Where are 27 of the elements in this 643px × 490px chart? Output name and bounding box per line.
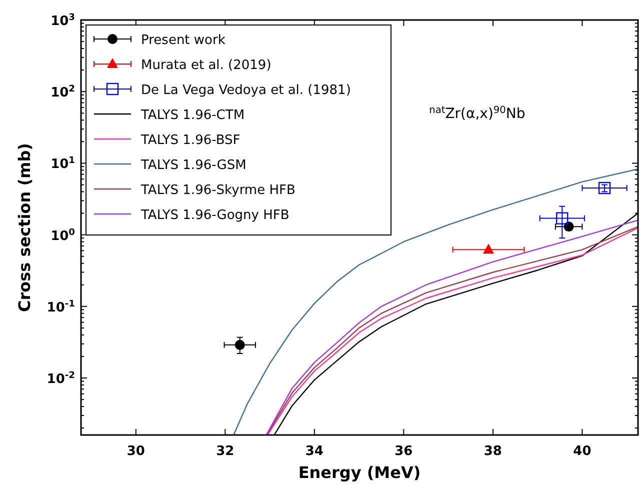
annotation: $^{nat}$Zr(α,x)$^{90}$Nb xyxy=(429,104,526,122)
y-tick-label: 10$^{3}$ xyxy=(50,13,75,29)
x-tick-label: 30 xyxy=(126,444,145,459)
x-tick-label: 32 xyxy=(216,444,234,459)
y-tick-label: 10$^{-2}$ xyxy=(46,371,75,388)
point xyxy=(482,244,494,254)
legend-label: Present work xyxy=(141,33,226,48)
y-tick-label: 10$^{2}$ xyxy=(50,84,75,101)
legend-label: Murata et al. (2019) xyxy=(141,58,272,73)
x-tick-label: 40 xyxy=(573,444,592,459)
y-axis-title: Cross section (mb) xyxy=(15,143,34,312)
point xyxy=(598,182,611,194)
y-tick-label: 10$^{1}$ xyxy=(50,156,75,172)
point xyxy=(234,340,245,350)
legend-label: De La Vega Vedoya et al. (1981) xyxy=(141,83,351,98)
legend-label: TALYS 1.96-Skyrme HFB xyxy=(140,183,296,198)
x-tick-label: 34 xyxy=(305,444,324,459)
y-tick-label: 10$^{-1}$ xyxy=(46,299,75,316)
legend-label: TALYS 1.96-BSF xyxy=(140,133,240,148)
legend-label: TALYS 1.96-GSM xyxy=(140,158,246,173)
x-tick-label: 38 xyxy=(484,444,502,459)
legend-label: TALYS 1.96-CTM xyxy=(140,108,245,123)
legend-label: TALYS 1.96-Gogny HFB xyxy=(140,208,290,223)
point xyxy=(556,212,568,224)
x-axis-title: Energy (MeV) xyxy=(298,463,421,482)
y-tick-label: 10$^{0}$ xyxy=(50,228,75,244)
x-tick-label: 36 xyxy=(394,444,413,459)
